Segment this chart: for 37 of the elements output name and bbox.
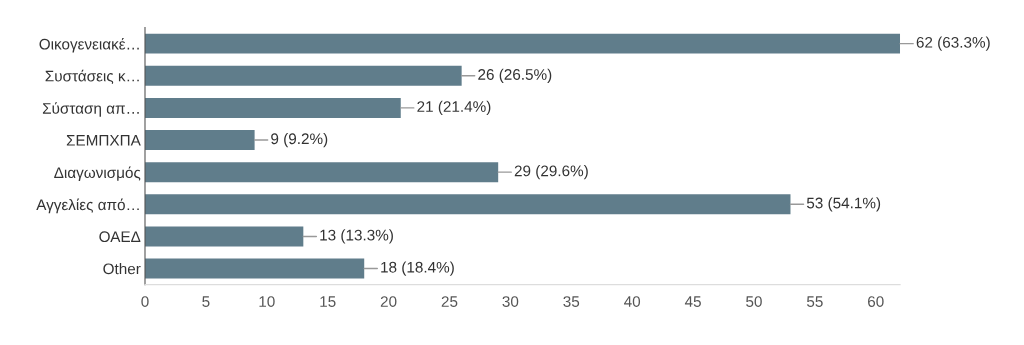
x-tick-label: 35: [563, 296, 580, 307]
data-label: 62 (63.3%): [916, 36, 990, 51]
bar: [145, 162, 499, 183]
x-tick-label: 25: [441, 296, 458, 307]
x-tick-label: 15: [320, 296, 336, 307]
x-tick-label: 55: [806, 296, 823, 307]
x-tick-label: 30: [502, 296, 519, 307]
data-label: 9 (9.2%): [271, 132, 328, 148]
bar: [145, 130, 255, 151]
bar: [145, 33, 901, 54]
data-label: 21 (21.4%): [417, 100, 491, 116]
bar: [145, 97, 401, 118]
data-label: 13 (13.3%): [320, 229, 393, 244]
x-tick-label: 10: [259, 296, 275, 307]
y-tick-label: Other: [103, 263, 141, 275]
y-tick-label: Συστάσεις κ…: [45, 69, 139, 84]
x-tick-label: 5: [202, 296, 210, 307]
x-tick-label: 50: [746, 296, 762, 307]
y-tick-label: ΣΕΜΠΧΠΑ: [66, 135, 141, 146]
data-label: 18 (18.4%): [381, 261, 454, 276]
y-tick-label: Αγγελίες από…: [36, 198, 139, 214]
data-label: 26 (26.5%): [478, 68, 552, 83]
y-tick-label: Σύσταση απ…: [42, 102, 139, 117]
x-tick-label: 40: [624, 296, 641, 307]
y-tick-label: Οικογενειακέ…: [39, 37, 139, 53]
bar: [145, 226, 304, 247]
x-tick-label: 60: [868, 296, 884, 307]
x-tick-label: 0: [141, 296, 149, 307]
y-tick-label: Διαγωνισμός: [54, 166, 141, 182]
bar: [145, 65, 462, 86]
y-tick-label: ΟΑΕΔ: [99, 231, 141, 243]
bar: [145, 194, 791, 215]
data-label: 53 (54.1%): [806, 197, 881, 212]
x-tick-label: 20: [380, 296, 397, 307]
x-tick-label: 45: [684, 296, 701, 307]
bar: [145, 258, 365, 279]
data-label: 29 (29.6%): [514, 165, 588, 180]
